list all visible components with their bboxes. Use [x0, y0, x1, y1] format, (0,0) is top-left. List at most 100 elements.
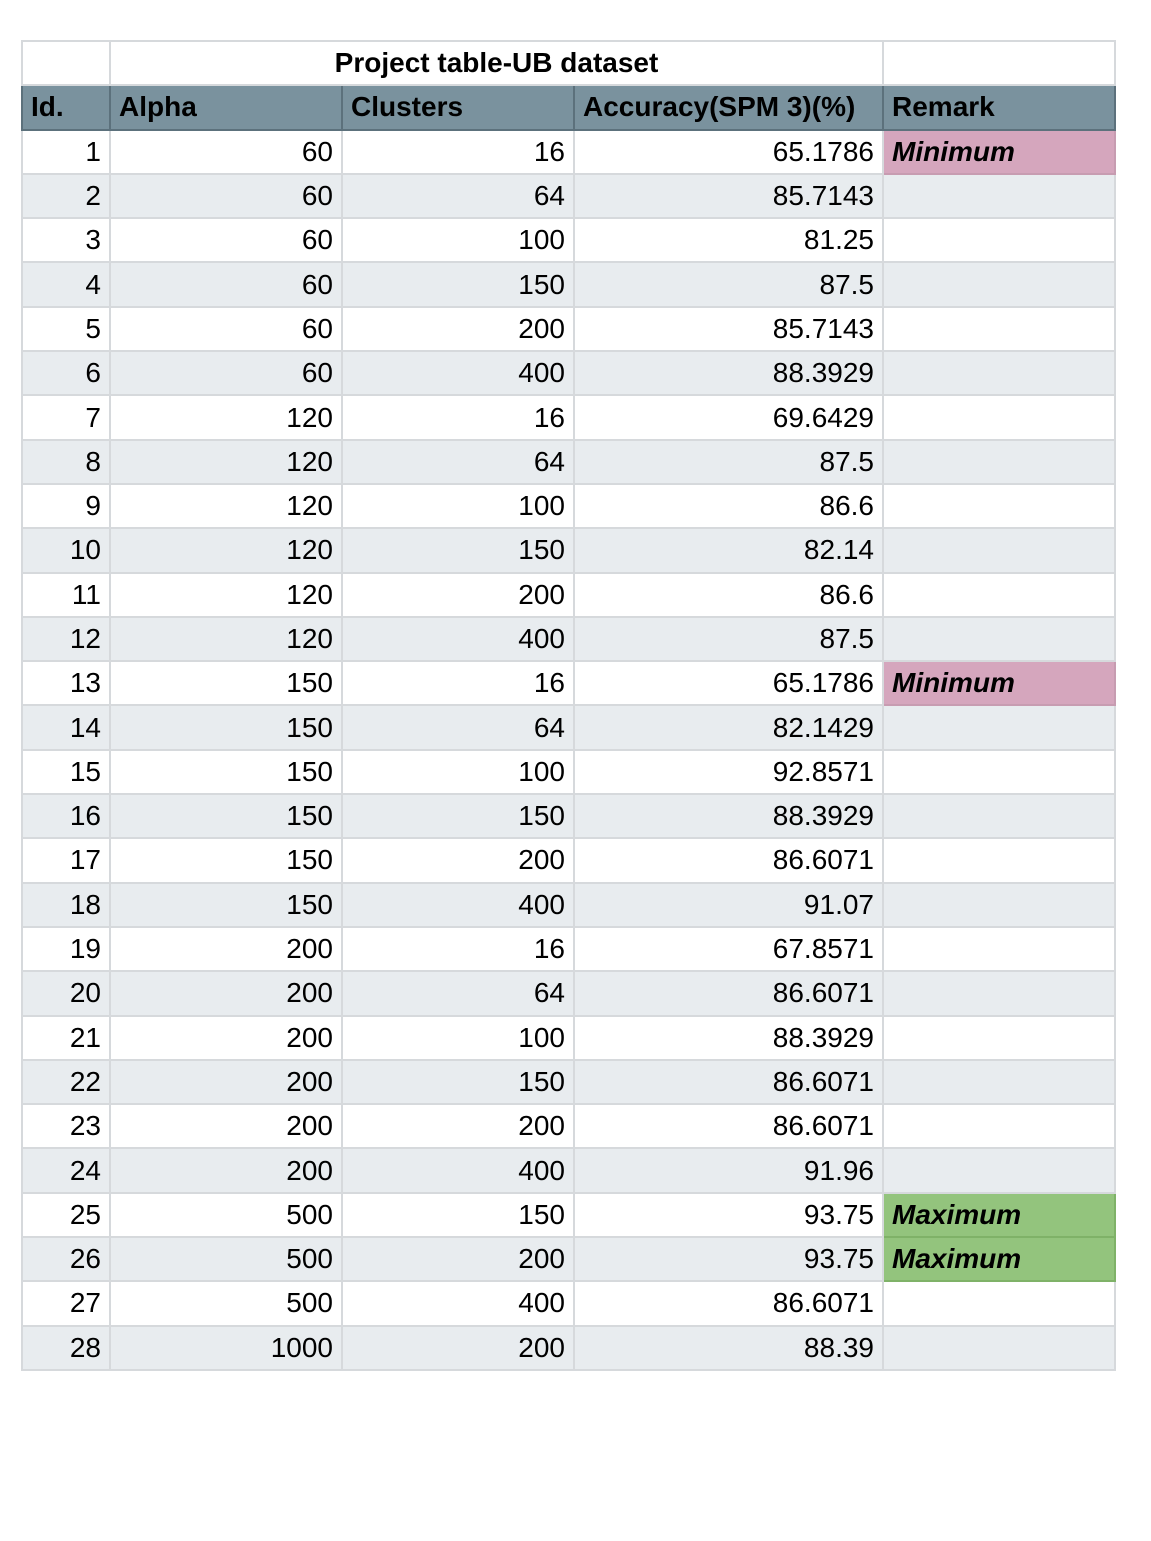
- cell-alpha[interactable]: 60: [109, 128, 343, 175]
- cell-id[interactable]: 12: [21, 615, 111, 663]
- cell-id[interactable]: 5: [21, 305, 111, 353]
- cell-alpha[interactable]: 150: [109, 793, 343, 840]
- cell-alpha[interactable]: 150: [109, 837, 343, 884]
- cell-accuracy[interactable]: 67.8571: [573, 925, 884, 973]
- cell-remark[interactable]: [882, 350, 1116, 397]
- cell-clusters[interactable]: 16: [341, 128, 575, 175]
- cell-remark[interactable]: [882, 571, 1116, 618]
- cell-clusters[interactable]: 200: [341, 1103, 575, 1150]
- cell-alpha[interactable]: 120: [109, 482, 343, 530]
- cell-alpha[interactable]: 150: [109, 704, 343, 751]
- cell-id[interactable]: 24: [21, 1147, 111, 1194]
- cell-accuracy[interactable]: 91.96: [573, 1147, 884, 1194]
- cell-alpha[interactable]: 60: [109, 172, 343, 220]
- cell-remark[interactable]: [882, 482, 1116, 530]
- cell-clusters[interactable]: 64: [341, 438, 575, 485]
- cell-accuracy[interactable]: 86.6071: [573, 837, 884, 884]
- cell-id[interactable]: 6: [21, 350, 111, 397]
- cell-clusters[interactable]: 400: [341, 1280, 575, 1327]
- cell-accuracy[interactable]: 93.75: [573, 1191, 884, 1239]
- cell-accuracy[interactable]: 85.7143: [573, 172, 884, 220]
- cell-accuracy[interactable]: 87.5: [573, 615, 884, 663]
- cell-id[interactable]: 19: [21, 925, 111, 973]
- cell-clusters[interactable]: 200: [341, 305, 575, 353]
- cell-alpha[interactable]: 60: [109, 261, 343, 308]
- cell-id[interactable]: 2: [21, 172, 111, 220]
- cell-accuracy[interactable]: 86.6: [573, 482, 884, 530]
- cell-accuracy[interactable]: 65.1786: [573, 660, 884, 707]
- cell-accuracy[interactable]: 69.6429: [573, 394, 884, 441]
- cell-remark[interactable]: Maximum: [882, 1236, 1116, 1283]
- cell-alpha[interactable]: 500: [109, 1280, 343, 1327]
- cell-id[interactable]: 20: [21, 970, 111, 1017]
- cell-clusters[interactable]: 400: [341, 350, 575, 397]
- cell-clusters[interactable]: 16: [341, 925, 575, 973]
- cell-id[interactable]: 15: [21, 748, 111, 796]
- cell-clusters[interactable]: 100: [341, 482, 575, 530]
- cell-accuracy[interactable]: 86.6071: [573, 1058, 884, 1106]
- cell-id[interactable]: 28: [21, 1324, 111, 1371]
- cell-remark[interactable]: [882, 261, 1116, 308]
- cell-accuracy[interactable]: 65.1786: [573, 128, 884, 175]
- cell-id[interactable]: 10: [21, 527, 111, 574]
- cell-remark[interactable]: [882, 615, 1116, 663]
- cell-accuracy[interactable]: 88.39: [573, 1324, 884, 1371]
- cell-clusters[interactable]: 400: [341, 881, 575, 928]
- cell-alpha[interactable]: 120: [109, 571, 343, 618]
- cell-id[interactable]: 11: [21, 571, 111, 618]
- cell-clusters[interactable]: 400: [341, 1147, 575, 1194]
- cell-alpha[interactable]: 150: [109, 748, 343, 796]
- column-header-clusters[interactable]: Clusters: [341, 84, 575, 131]
- cell-accuracy[interactable]: 82.14: [573, 527, 884, 574]
- cell-alpha[interactable]: 120: [109, 438, 343, 485]
- cell-id[interactable]: 21: [21, 1014, 111, 1061]
- cell-accuracy[interactable]: 88.3929: [573, 350, 884, 397]
- cell-clusters[interactable]: 150: [341, 527, 575, 574]
- cell-id[interactable]: 17: [21, 837, 111, 884]
- cell-accuracy[interactable]: 86.6071: [573, 1280, 884, 1327]
- cell-remark[interactable]: [882, 1324, 1116, 1371]
- cell-alpha[interactable]: 150: [109, 881, 343, 928]
- cell-id[interactable]: 14: [21, 704, 111, 751]
- cell-remark[interactable]: Minimum: [882, 128, 1116, 175]
- cell-alpha[interactable]: 150: [109, 660, 343, 707]
- empty-cell[interactable]: [21, 39, 111, 87]
- cell-remark[interactable]: [882, 217, 1116, 264]
- cell-remark[interactable]: [882, 172, 1116, 220]
- cell-alpha[interactable]: 200: [109, 970, 343, 1017]
- cell-id[interactable]: 7: [21, 394, 111, 441]
- cell-id[interactable]: 23: [21, 1103, 111, 1150]
- cell-remark[interactable]: [882, 394, 1116, 441]
- cell-accuracy[interactable]: 93.75: [573, 1236, 884, 1283]
- cell-clusters[interactable]: 400: [341, 615, 575, 663]
- cell-alpha[interactable]: 120: [109, 615, 343, 663]
- cell-remark[interactable]: Maximum: [882, 1191, 1116, 1239]
- cell-clusters[interactable]: 150: [341, 261, 575, 308]
- cell-accuracy[interactable]: 88.3929: [573, 1014, 884, 1061]
- cell-clusters[interactable]: 100: [341, 217, 575, 264]
- cell-remark[interactable]: [882, 748, 1116, 796]
- cell-remark[interactable]: [882, 925, 1116, 973]
- cell-accuracy[interactable]: 87.5: [573, 261, 884, 308]
- cell-remark[interactable]: [882, 970, 1116, 1017]
- cell-clusters[interactable]: 150: [341, 1058, 575, 1106]
- cell-accuracy[interactable]: 87.5: [573, 438, 884, 485]
- cell-clusters[interactable]: 100: [341, 748, 575, 796]
- cell-clusters[interactable]: 64: [341, 172, 575, 220]
- cell-accuracy[interactable]: 88.3929: [573, 793, 884, 840]
- cell-remark[interactable]: [882, 793, 1116, 840]
- cell-remark[interactable]: [882, 1103, 1116, 1150]
- cell-id[interactable]: 18: [21, 881, 111, 928]
- cell-remark[interactable]: [882, 837, 1116, 884]
- cell-alpha[interactable]: 120: [109, 394, 343, 441]
- column-header-accuracy[interactable]: Accuracy(SPM 3)(%): [573, 84, 884, 131]
- cell-accuracy[interactable]: 82.1429: [573, 704, 884, 751]
- cell-clusters[interactable]: 16: [341, 394, 575, 441]
- cell-remark[interactable]: [882, 305, 1116, 353]
- cell-clusters[interactable]: 64: [341, 970, 575, 1017]
- cell-id[interactable]: 1: [21, 128, 111, 175]
- cell-accuracy[interactable]: 92.8571: [573, 748, 884, 796]
- cell-id[interactable]: 27: [21, 1280, 111, 1327]
- cell-accuracy[interactable]: 86.6071: [573, 970, 884, 1017]
- cell-remark[interactable]: [882, 1147, 1116, 1194]
